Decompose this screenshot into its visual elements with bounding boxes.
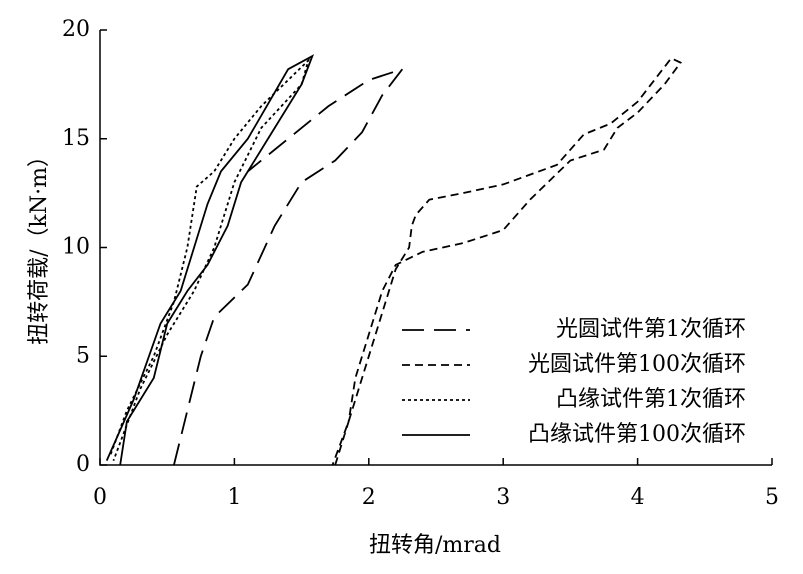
legend-label: 凸缘试件第1次循环 [556,387,746,412]
x-tick-label: 3 [496,485,510,510]
series-line [105,54,315,466]
y-tick-label: 20 [62,17,90,42]
y-axis-label: 扭转荷载/（kN·m） [27,145,52,345]
series-line [173,67,405,466]
x-tick-label: 1 [227,485,241,510]
series-line [331,57,682,466]
legend-label: 凸缘试件第100次循环 [528,422,746,447]
y-tick-label: 5 [76,343,90,368]
x-axis-label: 扭转角/mrad [369,533,501,558]
x-tick-label: 5 [765,485,779,510]
x-tick-label: 4 [631,485,645,510]
y-tick-label: 15 [62,126,90,151]
legend-label: 光圆试件第100次循环 [528,352,746,377]
y-tick-label: 0 [76,452,90,477]
legend-label: 光圆试件第1次循环 [556,317,746,342]
x-tick-label: 0 [93,485,107,510]
y-tick-label: 10 [62,235,90,260]
series-line [109,57,311,461]
x-tick-label: 2 [362,485,376,510]
